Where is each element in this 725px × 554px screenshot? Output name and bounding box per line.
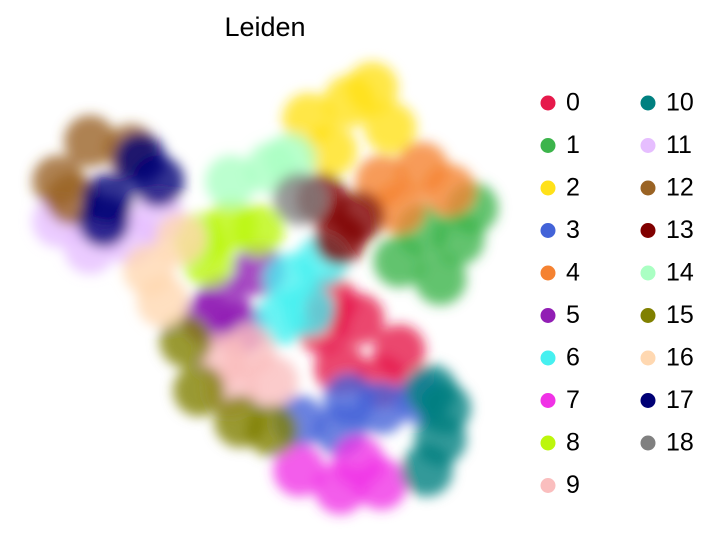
point <box>323 373 376 426</box>
point <box>246 404 299 457</box>
point <box>64 115 117 168</box>
legend-label: 18 <box>666 429 694 457</box>
legend-label: 4 <box>566 259 580 287</box>
legend-label: 14 <box>666 259 694 287</box>
point <box>346 61 399 114</box>
legend-marker <box>640 435 656 451</box>
point <box>400 444 453 497</box>
legend-marker <box>640 350 656 366</box>
legend-label: 12 <box>666 174 694 202</box>
point <box>264 133 317 185</box>
point <box>77 195 130 248</box>
point <box>418 382 471 435</box>
legend-marker <box>540 393 556 408</box>
legend-marker <box>540 138 556 153</box>
legend-marker <box>540 223 556 238</box>
legend-marker <box>640 393 656 408</box>
legend-marker <box>640 265 656 281</box>
point <box>136 275 189 328</box>
point <box>373 181 426 234</box>
point <box>155 213 208 266</box>
legend-label: 1 <box>566 131 580 159</box>
legend-marker <box>540 180 556 196</box>
point <box>132 155 185 208</box>
chart-title: Leiden <box>224 12 305 42</box>
legend-marker <box>540 308 556 323</box>
legend-label: 8 <box>566 429 580 457</box>
legend-marker <box>540 95 556 111</box>
legend-label: 17 <box>666 386 694 414</box>
legend-label: 6 <box>566 344 580 372</box>
legend-marker <box>540 435 556 451</box>
legend-label: 0 <box>566 89 580 117</box>
point <box>273 173 326 226</box>
point <box>255 293 308 346</box>
legend-label: 11 <box>666 131 692 159</box>
legend-label: 13 <box>666 216 694 244</box>
point <box>232 204 285 257</box>
legend-marker <box>640 308 656 323</box>
point <box>246 355 299 408</box>
point <box>423 164 476 217</box>
point <box>364 101 417 154</box>
legend-marker <box>640 223 656 238</box>
legend-label: 9 <box>566 471 580 499</box>
legend-label: 3 <box>566 216 580 244</box>
legend-marker <box>640 138 656 153</box>
point <box>273 444 326 497</box>
legend-marker <box>540 478 556 493</box>
legend-marker <box>640 180 656 196</box>
legend-label: 2 <box>566 174 580 202</box>
point <box>205 155 258 208</box>
point <box>414 253 467 306</box>
point <box>159 315 212 368</box>
legend-label: 16 <box>666 344 694 372</box>
legend-label: 15 <box>666 301 694 329</box>
point <box>305 124 358 177</box>
point <box>332 435 385 488</box>
point <box>314 213 367 266</box>
legend-marker <box>540 265 556 281</box>
legend-label: 7 <box>566 386 580 414</box>
point <box>373 235 426 288</box>
legend-marker <box>540 350 556 366</box>
legend-label: 5 <box>566 301 580 329</box>
legend-label: 10 <box>666 89 694 117</box>
plot-area <box>32 61 499 515</box>
point <box>173 364 226 417</box>
legend-marker <box>640 95 656 111</box>
